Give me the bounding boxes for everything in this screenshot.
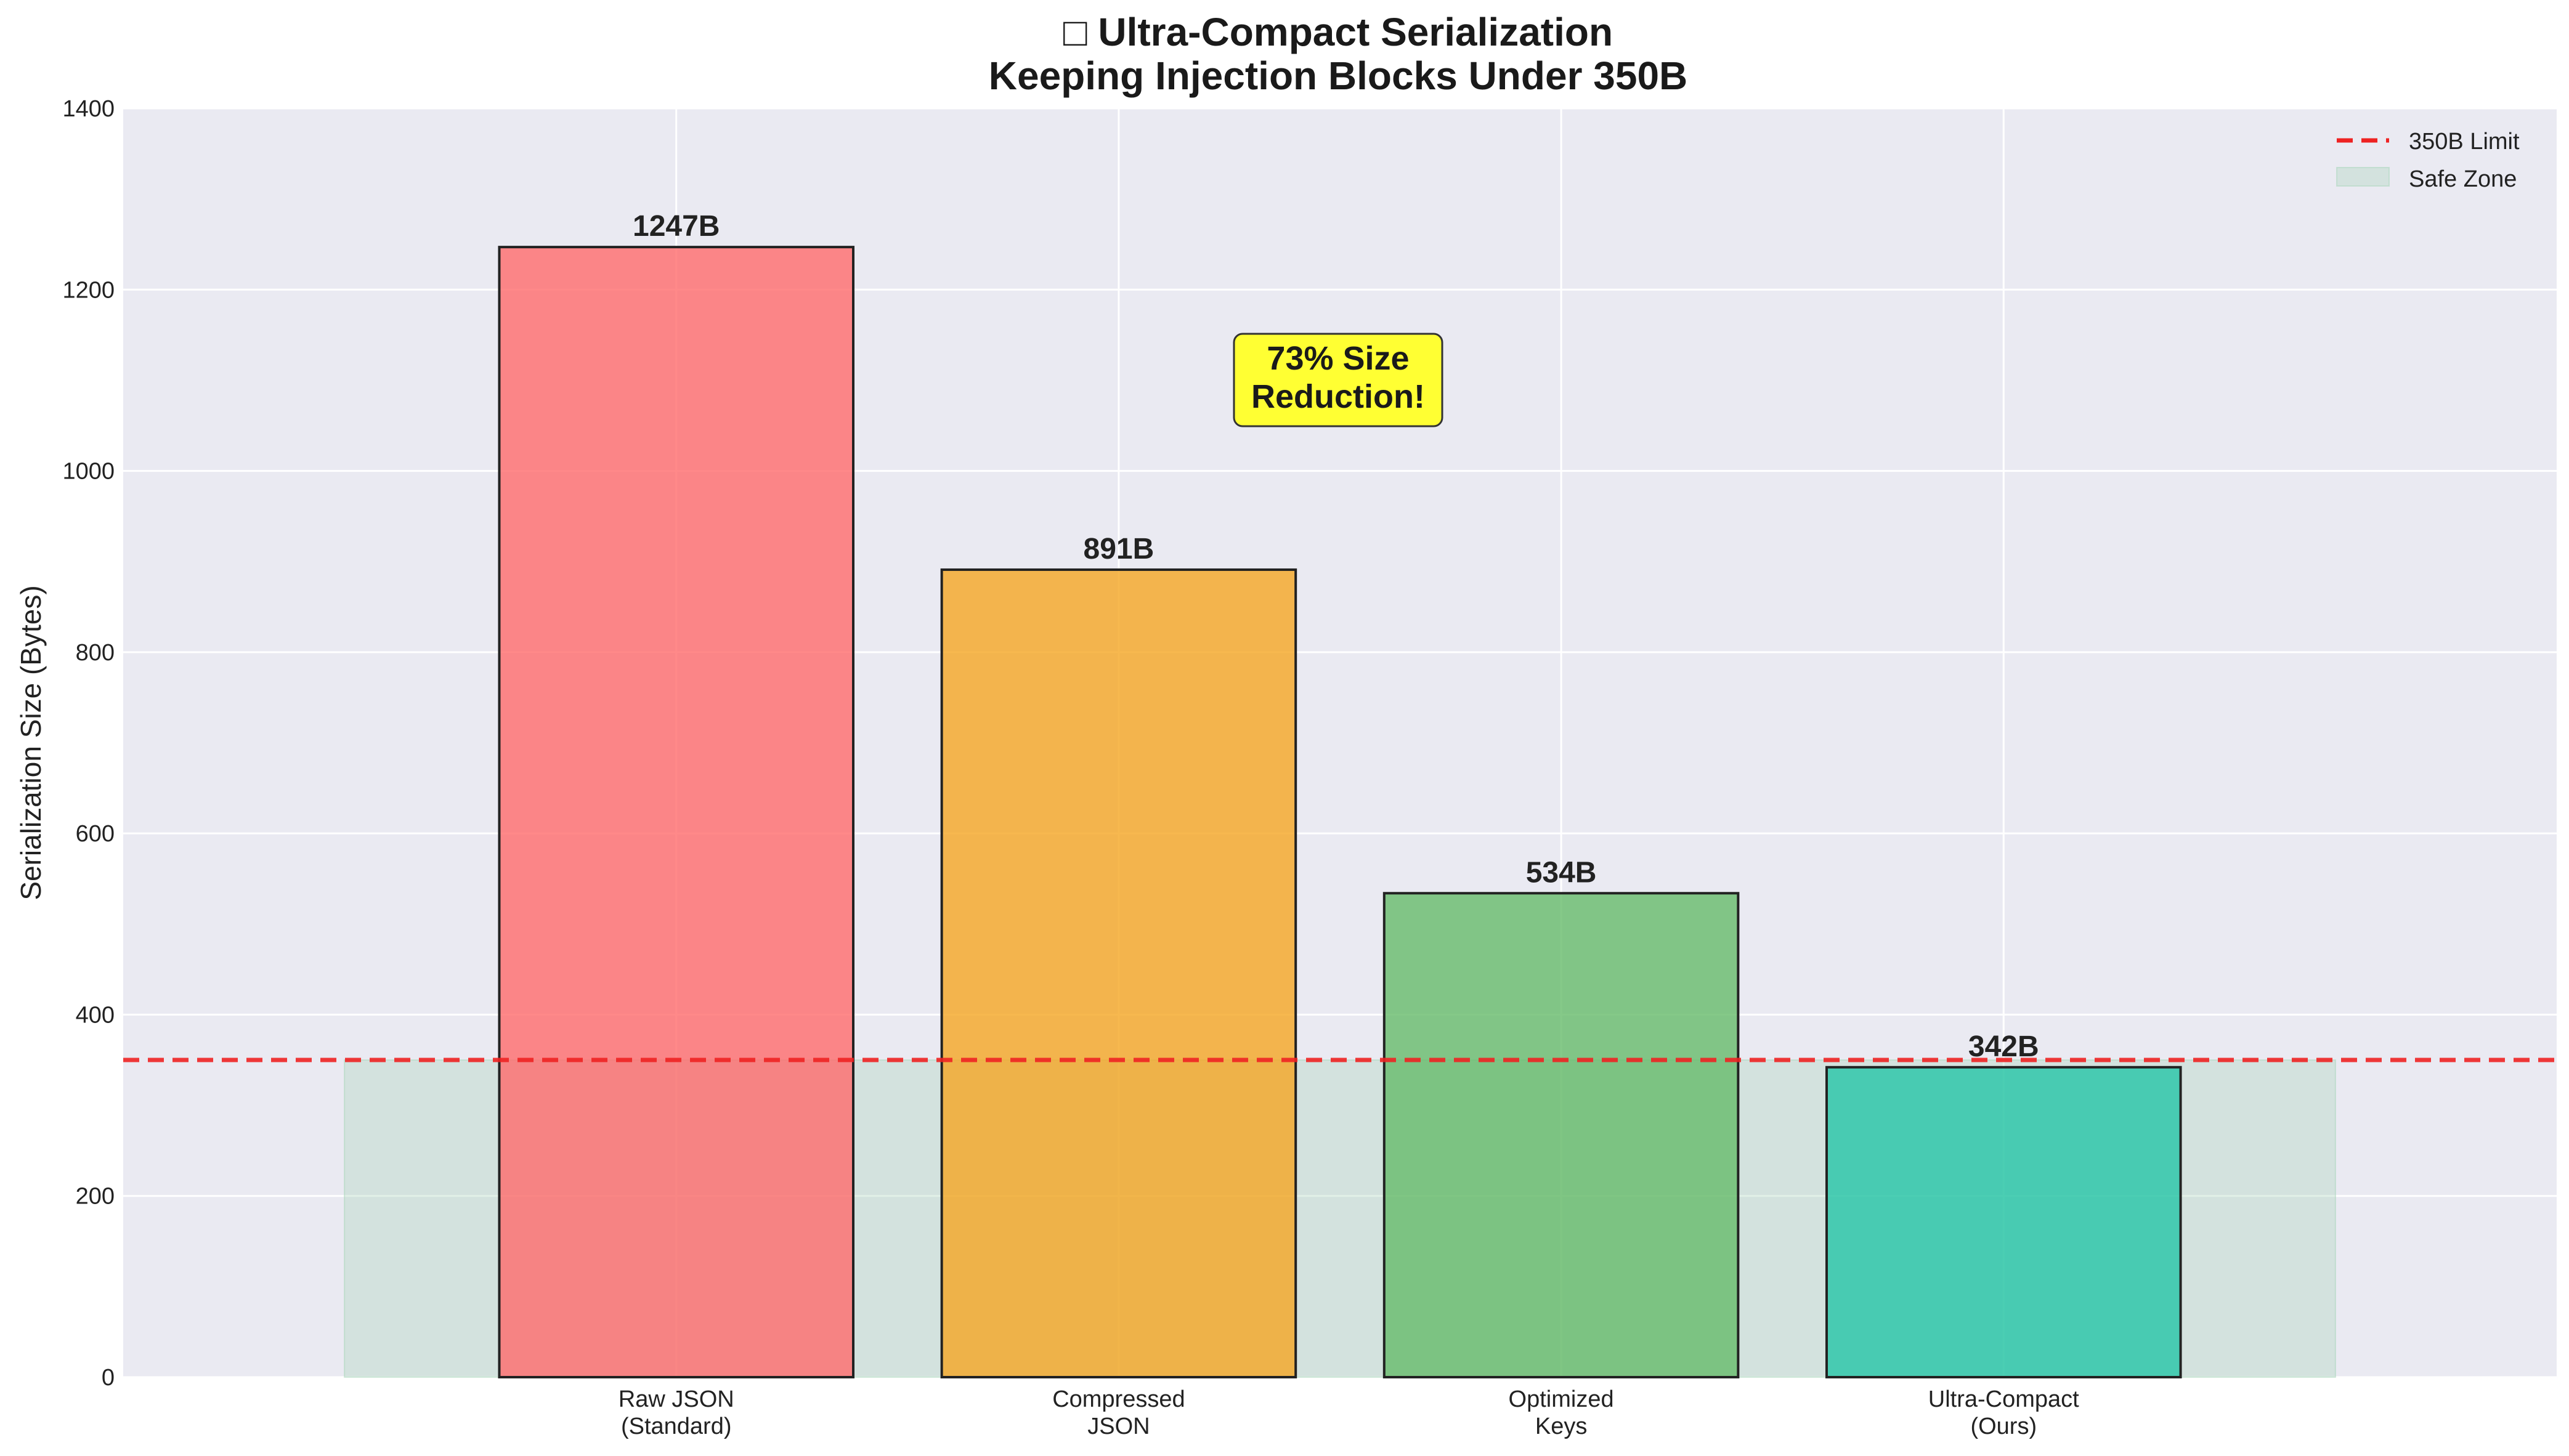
y-tick-label-0: 0 bbox=[102, 1365, 115, 1391]
bar-0 bbox=[498, 246, 854, 1379]
x-tick-label-1-line-1: JSON bbox=[1087, 1414, 1150, 1439]
bar-3 bbox=[1825, 1066, 2182, 1379]
annotation-box bbox=[1233, 333, 1443, 427]
x-tick-label-3: Ultra-Compact (Ours) bbox=[1928, 1386, 2079, 1439]
y-tick-label-6: 1200 bbox=[62, 277, 115, 303]
x-tick-label-2: Optimized Keys bbox=[1509, 1386, 1614, 1439]
chart-title-line-1: □ Ultra-Compact Serialization bbox=[1063, 10, 1613, 54]
data-labels: 1247B 891B 534B 342B bbox=[633, 210, 2039, 1063]
y-tick-label-3: 600 bbox=[76, 821, 115, 847]
legend-safe-zone-swatch bbox=[2336, 167, 2390, 187]
bars bbox=[498, 246, 2182, 1379]
x-tick-label-3-line-0: Ultra-Compact bbox=[1928, 1386, 2079, 1412]
chart-title-line-2: Keeping Injection Blocks Under 350B bbox=[989, 54, 1688, 98]
y-axis-label: Serialization Size (Bytes) bbox=[15, 585, 47, 900]
y-tick-label-4: 800 bbox=[76, 640, 115, 666]
data-label-3: 342B bbox=[1968, 1030, 2039, 1063]
reduction-annotation: 73% Size Reduction! bbox=[1233, 333, 1443, 427]
legend: 350B Limit Safe Zone bbox=[2316, 121, 2544, 204]
bar-1 bbox=[940, 568, 1297, 1378]
y-tick-label-7: 1400 bbox=[62, 96, 115, 122]
x-tick-label-0: Raw JSON (Standard) bbox=[619, 1386, 734, 1439]
bar-2 bbox=[1382, 892, 1740, 1379]
x-tick-label-0-line-0: Raw JSON bbox=[619, 1386, 734, 1412]
legend-limit-label: 350B Limit bbox=[2409, 129, 2520, 155]
x-tick-label-2-line-0: Optimized bbox=[1509, 1386, 1614, 1412]
y-tick-label-2: 400 bbox=[76, 1002, 115, 1028]
data-label-0: 1247B bbox=[633, 210, 720, 243]
x-tick-label-3-line-1: (Ours) bbox=[1970, 1414, 2037, 1439]
y-tick-label-1: 200 bbox=[76, 1184, 115, 1210]
data-label-1: 891B bbox=[1084, 533, 1155, 565]
data-label-2: 534B bbox=[1526, 856, 1597, 889]
y-tick-label-5: 1000 bbox=[62, 459, 115, 485]
y-axis-ticks: 0 200 400 600 800 1000 1200 1400 bbox=[62, 96, 115, 1391]
legend-safe-zone-label: Safe Zone bbox=[2409, 166, 2517, 192]
annotation-line-2: Reduction! bbox=[1251, 378, 1425, 415]
x-tick-label-0-line-1: (Standard) bbox=[621, 1414, 732, 1439]
x-tick-label-2-line-1: Keys bbox=[1535, 1414, 1587, 1439]
legend-background bbox=[2316, 121, 2544, 204]
x-tick-label-1-line-0: Compressed bbox=[1052, 1386, 1185, 1412]
annotation-line-1: 73% Size bbox=[1267, 340, 1409, 377]
x-tick-label-1: Compressed JSON bbox=[1052, 1386, 1185, 1439]
x-axis-ticks: Raw JSON (Standard) Compressed JSON Optimize… bbox=[619, 1386, 2079, 1439]
